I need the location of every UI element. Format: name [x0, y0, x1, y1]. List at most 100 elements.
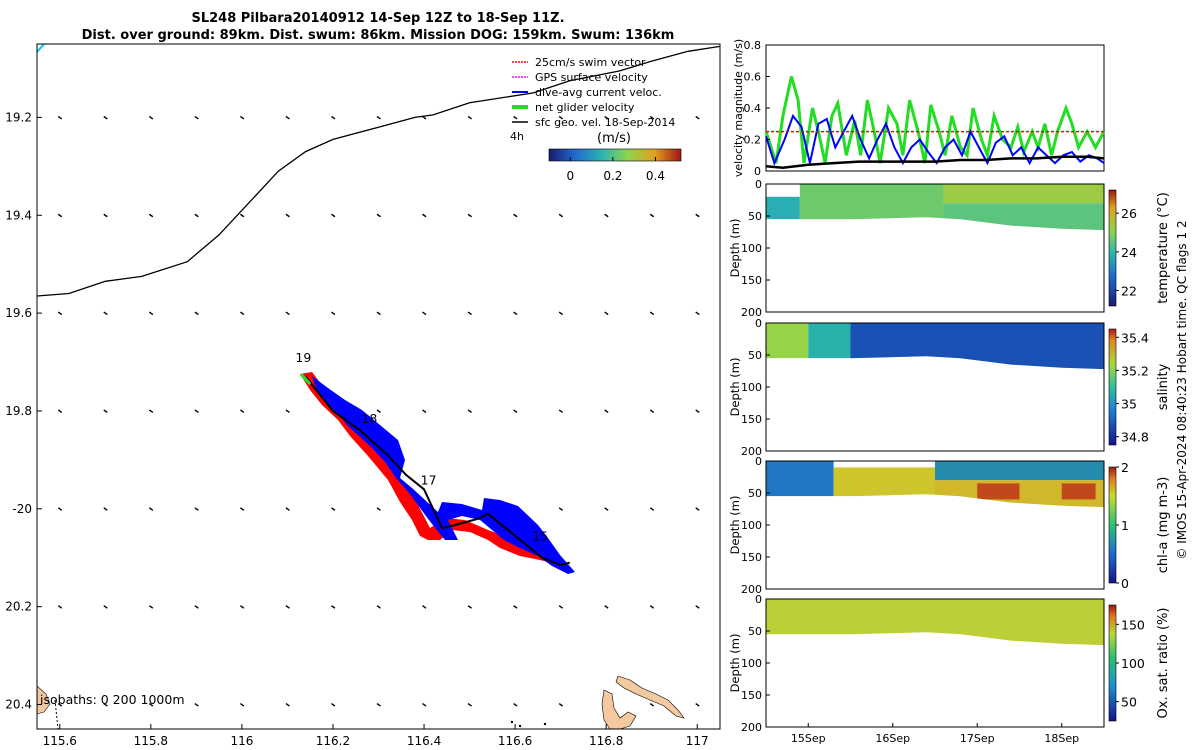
geo-velocity-arrow: [148, 311, 154, 316]
section-x-tick-label: 18Sep: [1044, 732, 1079, 745]
geo-velocity-arrow: [376, 702, 381, 707]
section-y-tick-label: 100: [741, 242, 762, 255]
section-colorbar-tick-label: 2: [1121, 460, 1129, 475]
geo-velocity-arrow: [194, 115, 199, 120]
geo-velocity-arrow: [194, 605, 199, 609]
glider-track-line: [304, 376, 570, 567]
geo-velocity-arrow: [422, 409, 427, 414]
section-colorbar-tick-label: 35.2: [1121, 363, 1149, 378]
geo-velocity-arrow: [103, 115, 108, 120]
geo-velocity-arrow: [376, 409, 381, 414]
geo-velocity-arrow: [103, 213, 108, 218]
geo-velocity-arrow: [467, 409, 472, 414]
glider-track-start-segment: [300, 373, 312, 386]
legend-gps-velocity: GPS surface velocity: [512, 71, 648, 84]
section-y-tick-label: 0: [755, 455, 762, 468]
section-x-tick-label: 16Sep: [875, 732, 910, 745]
geo-velocity-arrow: [695, 702, 700, 707]
section-y-tick-label: 100: [741, 381, 762, 394]
map-y-tick-label: 19.8: [5, 404, 32, 418]
section-colorbar-tick-label: 34.8: [1121, 430, 1149, 445]
section-region: [833, 467, 935, 497]
map-x-tick-label: 115.8: [134, 734, 168, 748]
section-y-tick-label: 200: [741, 445, 762, 458]
section-y-tick-label: 0: [755, 178, 762, 191]
map-y-tick-label: 20.4: [5, 698, 32, 712]
section-y-tick-label: 150: [741, 274, 762, 287]
map-y-tick-label: -20: [12, 502, 32, 516]
geo-velocity-arrow: [513, 605, 518, 609]
surface-geostrophic-velocity-field: [57, 115, 700, 707]
geo-velocity-arrow: [558, 702, 564, 707]
geo-velocity-arrow: [331, 702, 336, 707]
geo-velocity-arrow: [239, 605, 245, 609]
velocity-y-tick-label: 0: [754, 165, 761, 178]
geo-velocity-arrow: [103, 409, 108, 414]
map-legend: 25cm/s swim vector GPS surface velocity …: [510, 56, 682, 183]
geo-velocity-arrow: [604, 115, 609, 120]
legend-swim-vector-label: 25cm/s swim vector: [535, 56, 646, 69]
map-colorbar-ticks: 0 0.2 0.4: [566, 157, 665, 183]
geo-velocity-arrow: [57, 605, 63, 609]
section-colorbar-label: salinity: [1156, 363, 1171, 410]
velocity-y-tick-label: 0.8: [744, 39, 762, 52]
section-colorbar-tick-label: 22: [1121, 284, 1137, 299]
isobath-dashed-left: [54, 699, 59, 729]
geo-velocity-arrow: [467, 605, 472, 609]
track-blue-swath: [312, 376, 575, 574]
geo-velocity-arrow: [57, 702, 63, 707]
isobath-1000m-line: [37, 45, 720, 297]
section-y-tick-label: 50: [748, 210, 762, 223]
geo-velocity-arrow: [558, 409, 564, 414]
map-x-tick-label: 116: [230, 734, 253, 748]
section-colorbar-label: temperature (°C): [1156, 192, 1171, 304]
geo-velocity-arrow: [148, 605, 154, 609]
geo-velocity-arrow: [239, 702, 245, 707]
geo-velocity-arrow: [103, 605, 108, 609]
geo-velocity-arrow: [57, 409, 63, 414]
geo-velocity-arrow: [239, 213, 245, 218]
section-y-tick-label: 100: [741, 657, 762, 670]
geo-velocity-arrow: [558, 213, 564, 218]
legend-sfc-geo-vel: sfc geo. vel. 18-Sep-2014: [512, 116, 675, 129]
velocity-y-axis: 0 0.2 0.4 0.6 0.8: [744, 39, 770, 178]
velocity-y-tick-label: 0.6: [744, 71, 762, 84]
geo-velocity-arrow: [376, 311, 381, 316]
map-panel: 115.6 115.8 116 116.2 116.4 116.6 116.8 117 19.…: [5, 43, 721, 748]
day-label: 18: [361, 411, 377, 426]
velocity-series: [764, 76, 1106, 170]
geo-velocity-arrow: [467, 213, 472, 218]
geo-velocity-arrow: [57, 115, 63, 120]
section-colorbar-label: chl-a (mg m-3): [1156, 477, 1171, 574]
geo-velocity-arrow: [558, 507, 564, 511]
velocity-panel: 0 0.2 0.4 0.6 0.8 velocity magnitude (m/s): [732, 39, 1106, 178]
legend-dive-avg-current: dive-avg current veloc.: [512, 86, 662, 99]
map-colorbar-tick-label: 0: [566, 169, 574, 183]
geo-velocity-arrow: [695, 409, 700, 414]
geo-velocity-arrow: [649, 409, 655, 414]
geo-velocity-arrow: [285, 605, 290, 609]
section-y-tick-label: 50: [748, 625, 762, 638]
geo-velocity-arrow: [649, 605, 655, 609]
day-label: 17: [421, 472, 437, 487]
geo-velocity-arrow: [57, 213, 63, 218]
day-label: 15: [532, 529, 548, 544]
geo-velocity-arrow: [376, 213, 381, 218]
legend-dive-avg-current-label: dive-avg current veloc.: [535, 86, 662, 99]
geo-velocity-arrow: [513, 213, 518, 218]
geo-velocity-arrow: [194, 409, 199, 414]
velocity-y-tick-label: 0.4: [744, 102, 762, 115]
geo-velocity-arrow: [695, 311, 700, 316]
geo-velocity-arrow: [148, 702, 154, 707]
geo-velocity-arrow: [57, 507, 63, 511]
section-colorbar-tick-label: 35.4: [1121, 330, 1149, 345]
geo-velocity-arrow: [422, 605, 427, 609]
section-x-tick-label: 17Sep: [960, 732, 995, 745]
imos-stamp: © IMOS 15-Apr-2024 08:40:23 Hobart time.…: [1175, 220, 1189, 559]
section-panel-3: 0 50 100 150 200 Depth (m) 50 100 150 Ox. sat. ra…: [728, 593, 1171, 745]
geo-velocity-arrow: [604, 213, 609, 218]
geo-velocity-arrow: [558, 605, 564, 609]
section-ylabel: Depth (m): [728, 358, 742, 417]
geo-velocity-arrow: [422, 115, 427, 120]
